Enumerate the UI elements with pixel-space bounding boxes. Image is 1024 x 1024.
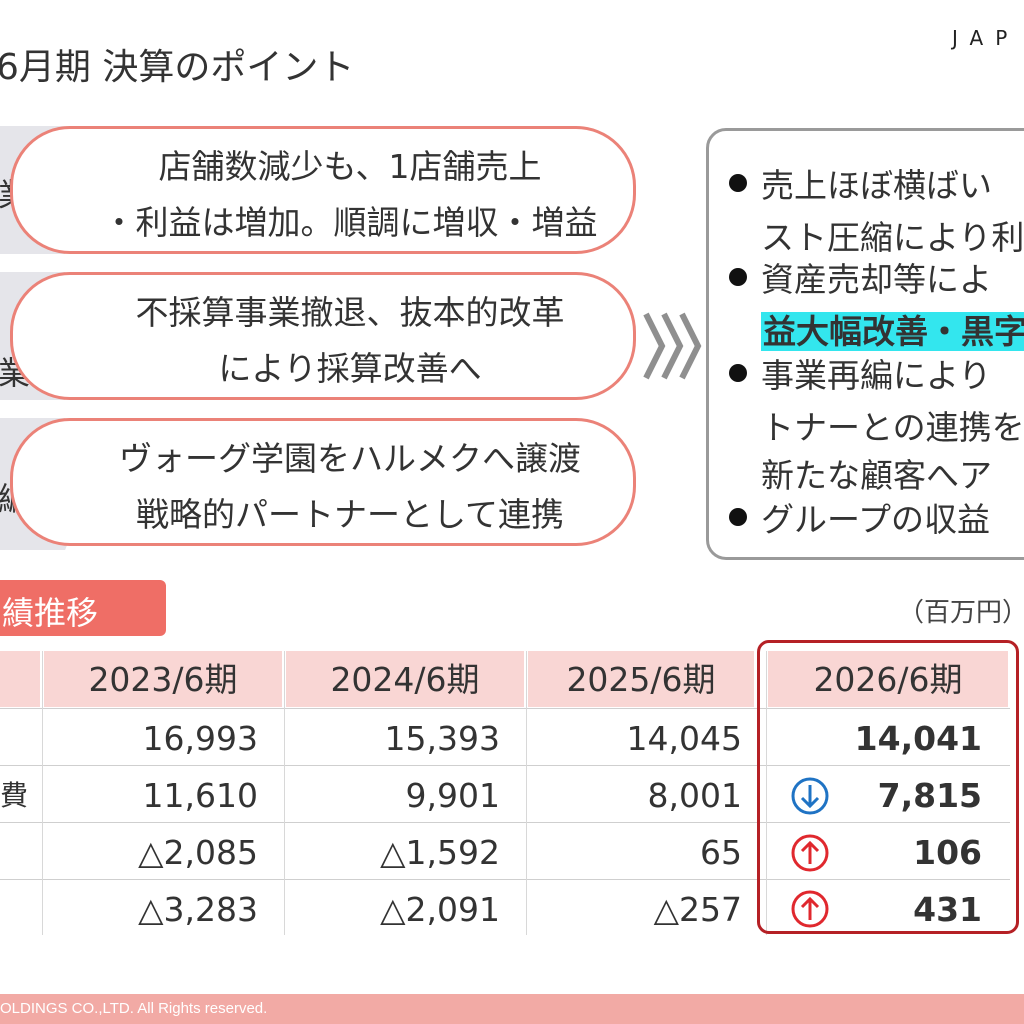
table-divider: [0, 708, 1010, 709]
arrow-up-circle-icon: [791, 834, 829, 872]
table-divider: [42, 651, 43, 935]
table-divider: [284, 651, 285, 935]
summary-line: 益大幅改善・黒字: [761, 305, 1024, 353]
table-cell: △257: [653, 890, 742, 929]
table-cell: 15,393: [384, 719, 500, 758]
category-pill-3: ヴォーグ学園をハルメクへ譲渡 戦略的パートナーとして連携: [10, 418, 636, 546]
bullet-icon: [729, 508, 747, 526]
section-header: 績推移: [0, 580, 166, 636]
table-cell: △2,091: [380, 890, 500, 929]
footer-bar: OLDINGS CO.,LTD. All Rights reserved.: [0, 994, 1024, 1024]
table-cell: △2,085: [138, 833, 258, 872]
section-title: 績推移: [2, 594, 99, 632]
table-row-label: 費: [0, 779, 29, 812]
summary-line: 事業再編により: [761, 356, 992, 395]
table-cell: 14,045: [626, 719, 742, 758]
table-cell: △1,592: [380, 833, 500, 872]
table-cell: 106: [913, 833, 982, 872]
page-title: 6月期 決算のポイント: [0, 47, 355, 88]
company-logo: JAP: [952, 26, 1020, 50]
table-row-label: [0, 881, 30, 937]
pill-text-line: 店舗数減少も、1店舗売上: [158, 147, 542, 186]
table-cell: 7,815: [877, 776, 982, 815]
table-cell: 65: [700, 833, 742, 872]
category-pill-2: 不採算事業撤退、抜本的改革 により採算改善へ: [10, 272, 636, 400]
table-column-header: 2023/6期: [44, 651, 282, 707]
summary-line: 売上ほぼ横ばい: [761, 166, 992, 205]
pill-text-line: 不採算事業撤退、抜本的改革: [135, 293, 565, 332]
bullet-icon: [729, 174, 747, 192]
summary-line: トナーとの連携を: [761, 408, 1024, 447]
summary-line: 新たな顧客へア: [761, 456, 992, 495]
table-divider: [0, 822, 1010, 823]
table-cell: △3,283: [138, 890, 258, 929]
table-cell: 431: [913, 890, 982, 929]
table-cell: 9,901: [405, 776, 500, 815]
highlighted-text: 益大幅改善・黒字: [761, 312, 1024, 351]
table-header-label-cell: [0, 651, 40, 707]
table-cell: 16,993: [142, 719, 258, 758]
table-column-header: 2025/6期: [528, 651, 754, 707]
category-pill-1: 店舗数減少も、1店舗売上 ・利益は増加。順調に増収・増益: [10, 126, 636, 254]
table-column-header: 2024/6期: [286, 651, 524, 707]
summary-line: 資産売却等によ: [761, 260, 992, 299]
arrow-up-circle-icon: [791, 890, 829, 928]
table-cell: 11,610: [142, 776, 258, 815]
table-cell: 14,041: [854, 719, 982, 758]
unit-label: （百万円）: [898, 598, 1024, 628]
pill-text-line: ヴォーグ学園をハルメクへ譲渡: [119, 439, 581, 478]
bullet-icon: [729, 364, 747, 382]
table-divider: [0, 765, 1010, 766]
table-divider: [526, 651, 527, 935]
summary-line: グループの収益: [761, 500, 991, 539]
table-divider: [766, 651, 767, 935]
arrow-down-circle-icon: [791, 777, 829, 815]
table-column-header: 2026/6期: [768, 651, 1008, 707]
chevron-right-icon: [643, 312, 702, 380]
pill-text-line: により採算改善へ: [218, 349, 482, 388]
table-row-label: [0, 708, 30, 764]
copyright-text: OLDINGS CO.,LTD. All Rights reserved.: [0, 1000, 268, 1017]
summary-box: 売上ほぼ横ばい スト圧縮により利 資産売却等によ 益大幅改善・黒字 事業再編によ…: [706, 128, 1024, 560]
table-row-label: [0, 824, 30, 880]
table-cell: 8,001: [647, 776, 742, 815]
summary-line: スト圧縮により利: [761, 218, 1024, 257]
highlight-frame: [757, 640, 1019, 934]
pill-text-line: ・利益は増加。順調に増収・増益: [102, 203, 598, 242]
bullet-icon: [729, 268, 747, 286]
table-divider: [0, 879, 1010, 880]
pill-text-line: 戦略的パートナーとして連携: [135, 495, 564, 534]
